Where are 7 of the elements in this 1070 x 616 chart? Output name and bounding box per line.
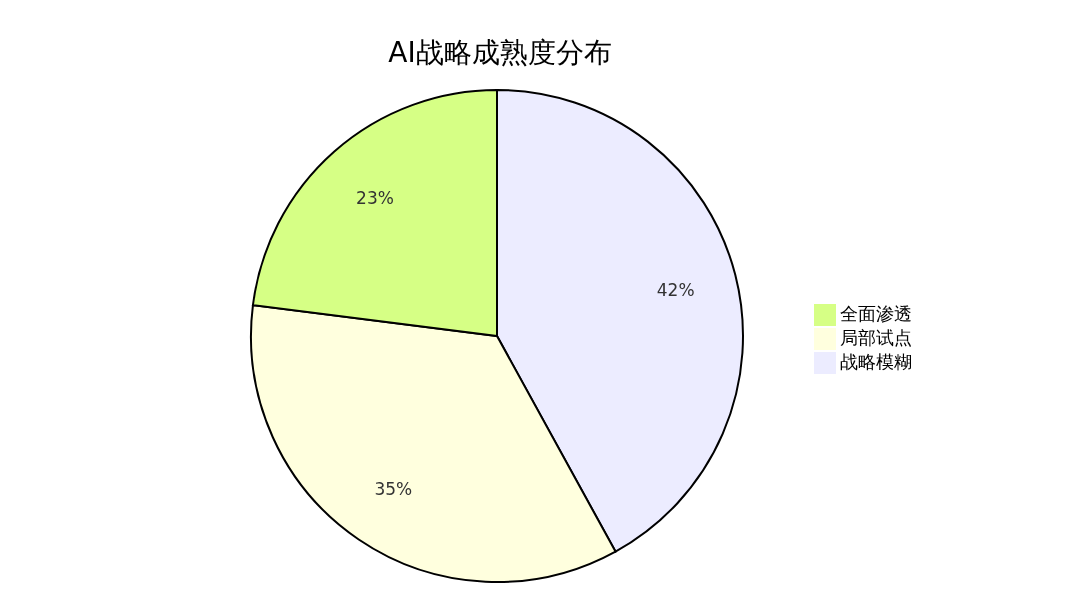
data-label: 35% bbox=[374, 478, 413, 499]
data-label: 23% bbox=[356, 187, 394, 208]
legend-label: 全面渗透 bbox=[840, 303, 912, 324]
chart-title: AI战略成熟度分布 bbox=[387, 35, 613, 69]
legend-label: 局部试点 bbox=[840, 327, 912, 348]
data-label: 42% bbox=[656, 280, 695, 301]
legend-label: 战略模糊 bbox=[840, 351, 912, 372]
